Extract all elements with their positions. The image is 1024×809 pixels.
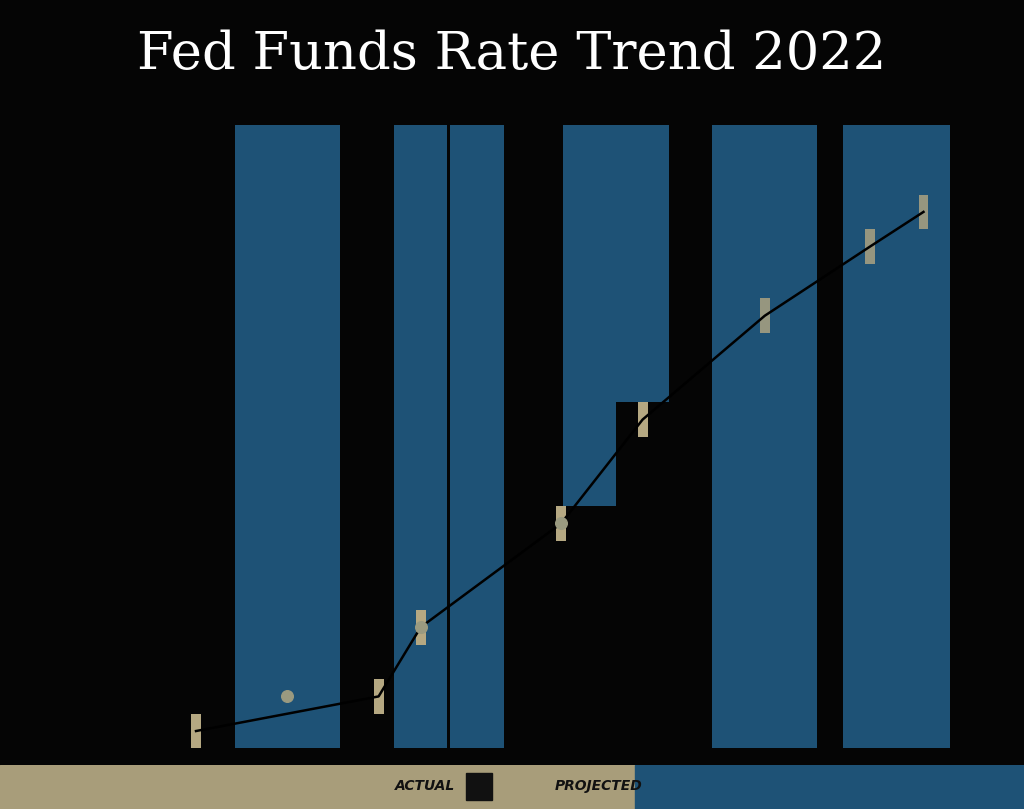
Bar [760,299,770,333]
Bar [451,125,504,748]
Bar [556,506,566,540]
Text: PROJECTED: PROJECTED [555,779,643,793]
Bar [416,610,426,645]
Bar [234,125,340,748]
Bar [466,773,492,800]
Bar [191,714,201,748]
Bar [615,402,670,748]
Bar [615,125,670,402]
Text: ACTUAL: ACTUAL [395,779,455,793]
Point [280,690,296,703]
Point [413,621,429,633]
Bar [562,125,615,506]
Bar [374,679,384,714]
Bar [897,125,950,748]
Bar [0,765,635,809]
Text: Fed Funds Rate Trend 2022: Fed Funds Rate Trend 2022 [137,29,887,80]
Bar [638,402,647,437]
Bar [394,125,447,748]
Bar [562,506,615,748]
Bar [635,765,1024,809]
Bar [865,229,876,264]
Bar [919,195,929,229]
Point [553,517,569,530]
Bar [844,125,897,748]
Bar [712,125,817,748]
